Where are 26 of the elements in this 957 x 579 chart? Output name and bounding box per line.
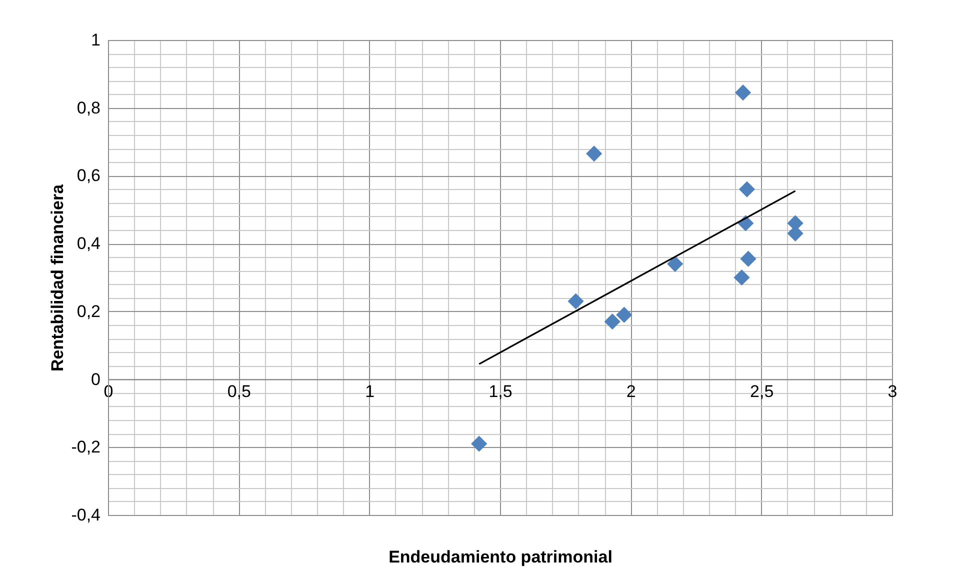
y-tick-label: 0 — [91, 370, 100, 389]
point — [471, 436, 488, 452]
y-tick-label: 1 — [91, 30, 100, 50]
x-axis-title: Endeudamiento patrimonial — [388, 548, 612, 566]
y-tick-label: 0,8 — [76, 98, 100, 118]
point — [667, 256, 684, 272]
x-tick-label: 1 — [365, 382, 375, 401]
x-tick-label: 1,5 — [488, 382, 512, 401]
y-tick-label: -0,2 — [71, 438, 100, 457]
point — [734, 269, 750, 286]
x-tick-label: 2,5 — [750, 382, 774, 401]
point — [616, 306, 632, 323]
point — [738, 181, 756, 198]
x-tick-label: 0,5 — [227, 382, 251, 401]
x-tick-label: 2 — [626, 382, 636, 401]
point — [604, 314, 620, 330]
y-tick-label: 0,6 — [76, 166, 100, 186]
y-tick-label: 0,4 — [76, 234, 100, 254]
point — [586, 146, 602, 162]
y-axis-title: Rentabilidad financiera — [48, 184, 68, 372]
point — [734, 84, 752, 101]
point — [740, 250, 756, 267]
x-tick-label: 3 — [888, 382, 898, 401]
y-tick-label: -0,4 — [71, 506, 100, 524]
point — [568, 293, 584, 310]
y-tick-label: 0,2 — [76, 302, 100, 321]
